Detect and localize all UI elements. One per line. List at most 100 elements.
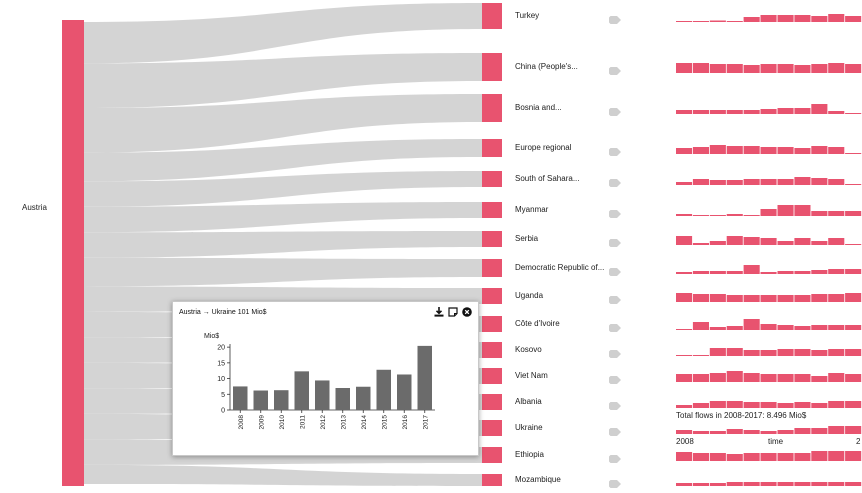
popup-bar[interactable]	[253, 390, 269, 410]
close-icon[interactable]	[462, 307, 472, 317]
tag-icon[interactable]	[609, 143, 621, 156]
tag-icon[interactable]	[609, 450, 621, 463]
popup-bar[interactable]	[376, 369, 392, 410]
popup-bar[interactable]	[397, 374, 412, 410]
tag-icon[interactable]	[609, 62, 621, 75]
flow-link[interactable]	[84, 53, 482, 109]
popup-bar[interactable]	[233, 386, 248, 410]
spark-bar	[760, 238, 777, 245]
target-label[interactable]: Albania	[515, 397, 542, 406]
flow-link[interactable]	[84, 171, 482, 207]
target-node[interactable]	[482, 259, 502, 277]
target-label[interactable]: Ukraine	[515, 423, 543, 432]
spark-bar	[743, 17, 760, 22]
note-icon[interactable]	[448, 307, 458, 317]
spark-bar	[692, 271, 709, 274]
spark-bar	[676, 329, 693, 330]
spark-bar	[777, 179, 794, 185]
flow-link[interactable]	[84, 202, 482, 233]
target-node[interactable]	[482, 316, 502, 332]
spark-bar	[811, 146, 828, 154]
spark-bar	[845, 401, 862, 408]
popup-bar[interactable]	[274, 390, 289, 410]
target-label[interactable]: Turkey	[515, 11, 540, 20]
spark-bar	[811, 428, 828, 434]
spark-bar	[845, 269, 862, 274]
spark-bar	[709, 294, 726, 302]
target-node[interactable]	[482, 288, 502, 304]
target-node[interactable]	[482, 394, 502, 410]
flow-link[interactable]	[84, 231, 482, 258]
tag-icon[interactable]	[609, 371, 621, 384]
flow-link[interactable]	[84, 3, 482, 64]
target-label[interactable]: Viet Nam	[515, 371, 548, 380]
target-node[interactable]	[482, 342, 502, 358]
target-node[interactable]	[482, 368, 502, 384]
tag-icon[interactable]	[609, 174, 621, 187]
spark-bar	[709, 180, 726, 185]
tag-icon[interactable]	[609, 263, 621, 276]
sparkline-group	[676, 14, 862, 486]
target-label[interactable]: Côte d'Ivoire	[515, 319, 560, 328]
target-node[interactable]	[482, 171, 502, 187]
tag-icon[interactable]	[609, 234, 621, 247]
target-label[interactable]: Bosnia and...	[515, 103, 562, 112]
y-tick-label: 5	[221, 392, 225, 399]
target-label[interactable]: Uganda	[515, 291, 544, 300]
flow-link[interactable]	[84, 257, 482, 287]
spark-bar	[726, 429, 743, 434]
spark-bar	[794, 205, 811, 216]
popup-bar[interactable]	[417, 345, 433, 410]
spark-bar	[794, 65, 811, 73]
y-tick-label: 0	[221, 408, 225, 415]
target-label[interactable]: China (People's...	[515, 62, 578, 71]
flow-detail-popup[interactable]: Mio$ 0 5 10 15 20 2008 2009 2010 2011 2012 2013 2014…	[172, 301, 479, 456]
download-icon[interactable]	[434, 307, 444, 317]
tag-icon[interactable]	[609, 475, 621, 488]
target-label[interactable]: Democratic Republic of...	[515, 263, 605, 272]
flow-link[interactable]	[84, 139, 482, 182]
target-node[interactable]	[482, 231, 502, 247]
target-node[interactable]	[482, 94, 502, 122]
target-node[interactable]	[482, 420, 502, 436]
target-label[interactable]: Mozambique	[515, 475, 561, 484]
target-node[interactable]	[482, 447, 502, 463]
target-node[interactable]	[482, 53, 502, 81]
target-label[interactable]: Europe regional	[515, 143, 572, 152]
flow-link[interactable]	[84, 94, 482, 153]
spark-bar	[760, 295, 777, 302]
target-label[interactable]: Myanmar	[515, 205, 549, 214]
popup-bar[interactable]	[315, 380, 330, 410]
spark-bar	[845, 451, 862, 461]
y-tick-label: 20	[217, 345, 225, 352]
popup-bar[interactable]	[356, 386, 371, 410]
spark-bar	[811, 325, 828, 330]
target-node[interactable]	[482, 474, 502, 486]
popup-toolbar	[434, 307, 472, 317]
spark-bar	[743, 482, 760, 486]
tag-icon[interactable]	[609, 423, 621, 436]
popup-bar[interactable]	[294, 371, 310, 410]
target-node[interactable]	[482, 3, 502, 29]
target-node[interactable]	[482, 202, 502, 218]
tag-icon[interactable]	[609, 345, 621, 358]
target-label[interactable]: Ethiopia	[515, 450, 544, 459]
tag-icon[interactable]	[609, 205, 621, 218]
tag-icon[interactable]	[609, 319, 621, 332]
target-label[interactable]: South of Sahara...	[515, 174, 580, 183]
tag-icon[interactable]	[609, 397, 621, 410]
tag-icon[interactable]	[609, 291, 621, 304]
spark-bar	[692, 243, 709, 245]
source-node-austria[interactable]	[62, 20, 84, 486]
tag-icon[interactable]	[609, 11, 621, 24]
target-label[interactable]: Serbia	[515, 234, 539, 243]
spark-bar	[743, 430, 760, 434]
target-label[interactable]: Kosovo	[515, 345, 542, 354]
spark-bar	[709, 241, 726, 245]
popup-bar[interactable]	[335, 388, 351, 410]
target-node[interactable]	[482, 139, 502, 157]
flow-link[interactable]	[84, 464, 482, 486]
spark-bar	[811, 451, 828, 461]
spark-bar	[811, 270, 828, 274]
tag-icon[interactable]	[609, 103, 621, 116]
